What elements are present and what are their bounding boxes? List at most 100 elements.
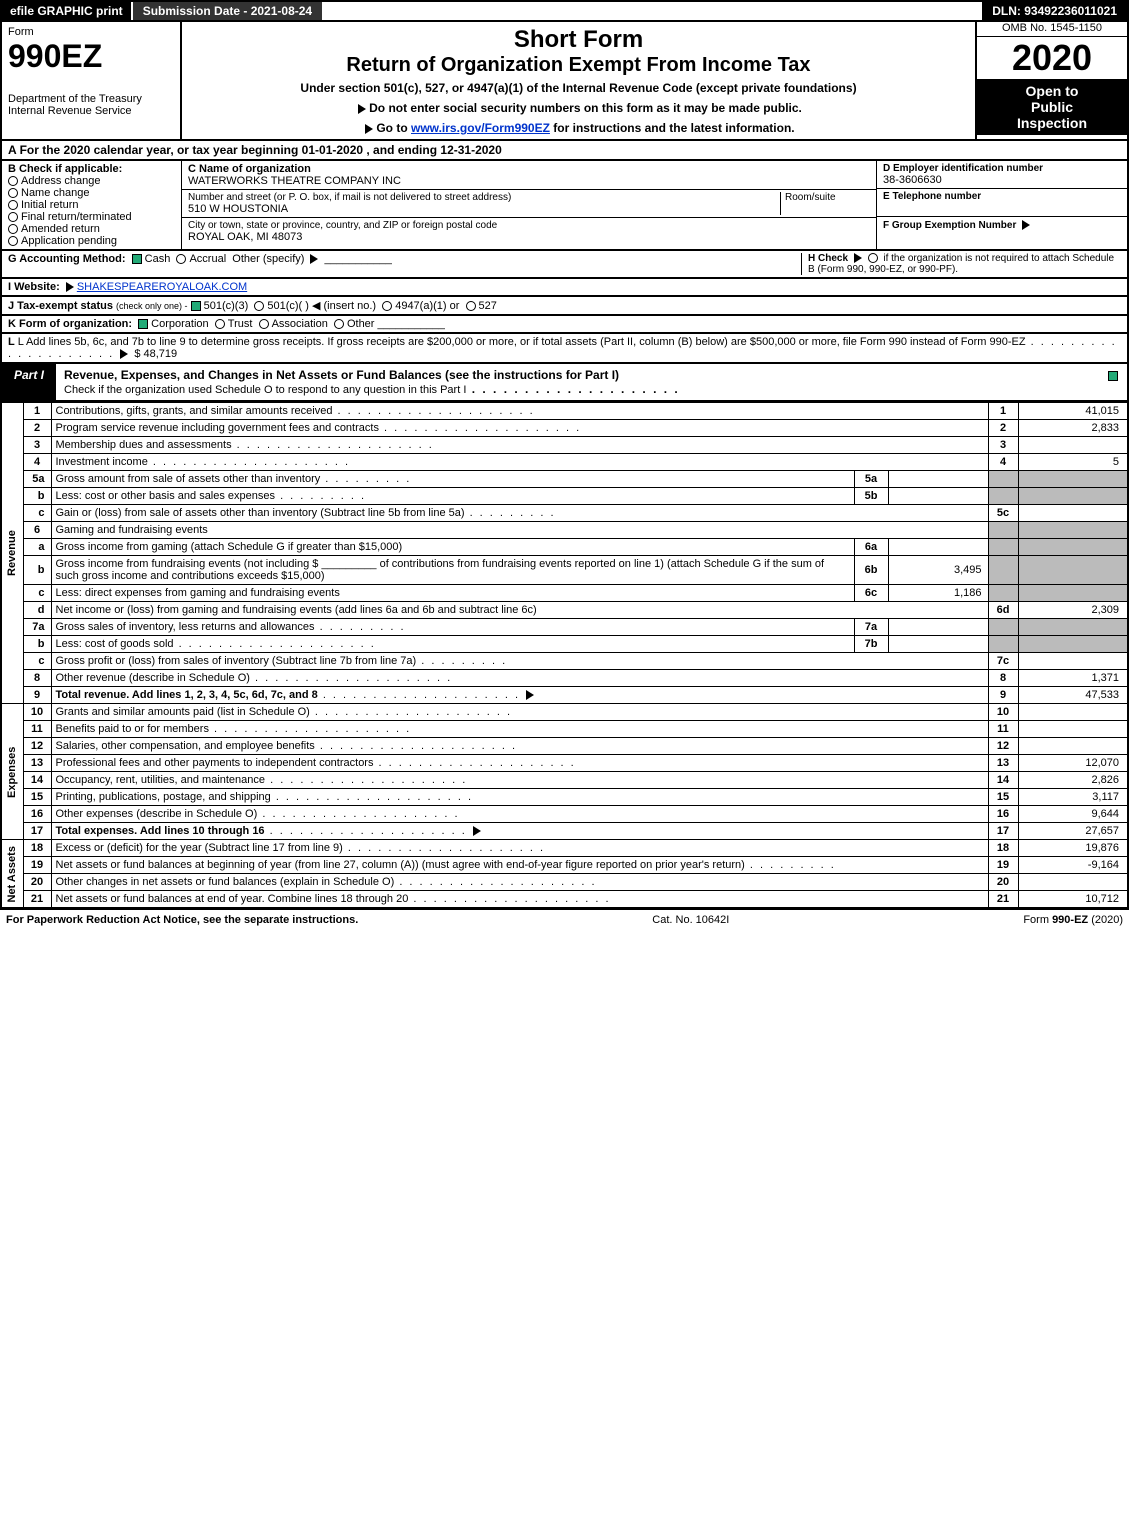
row-g-h: G Accounting Method: Cash Accrual Other … bbox=[0, 251, 1129, 279]
city-state-zip: ROYAL OAK, MI 48073 bbox=[188, 231, 870, 243]
short-form-title: Short Form bbox=[188, 26, 969, 54]
box-b: B Check if applicable: Address change Na… bbox=[2, 161, 182, 249]
chk-527[interactable] bbox=[466, 301, 476, 311]
org-name-cell: C Name of organization WATERWORKS THEATR… bbox=[182, 161, 876, 190]
info-grid: B Check if applicable: Address change Na… bbox=[0, 161, 1129, 251]
ein-label: D Employer identification number bbox=[883, 163, 1121, 174]
submission-date: Submission Date - 2021-08-24 bbox=[131, 2, 322, 20]
goto-line: Go to www.irs.gov/Form990EZ for instruct… bbox=[188, 121, 969, 135]
line9-amount: 47,533 bbox=[1018, 687, 1128, 704]
org-name: WATERWORKS THEATRE COMPANY INC bbox=[188, 175, 870, 187]
chk-4947a1[interactable] bbox=[382, 301, 392, 311]
row-g: G Accounting Method: Cash Accrual Other … bbox=[8, 253, 801, 275]
line1-amount: 41,015 bbox=[1018, 403, 1128, 420]
line21-amount: 10,712 bbox=[1018, 891, 1128, 909]
arrow-icon bbox=[66, 282, 74, 292]
street-address: 510 W HOUSTONIA bbox=[188, 203, 780, 215]
line18-amount: 19,876 bbox=[1018, 840, 1128, 857]
part-i-header: Part I Revenue, Expenses, and Changes in… bbox=[0, 364, 1129, 402]
dept-irs: Internal Revenue Service bbox=[8, 105, 174, 117]
line7a-amount bbox=[888, 619, 988, 636]
box-b-heading: B Check if applicable: bbox=[8, 163, 175, 175]
chk-association[interactable] bbox=[259, 319, 269, 329]
chk-accrual[interactable] bbox=[176, 254, 186, 264]
topbar-spacer bbox=[322, 2, 982, 20]
line3-amount bbox=[1018, 437, 1128, 454]
chk-amended-return[interactable]: Amended return bbox=[8, 223, 175, 235]
chk-other[interactable] bbox=[334, 319, 344, 329]
chk-cash[interactable] bbox=[132, 254, 142, 264]
chk-final-return[interactable]: Final return/terminated bbox=[8, 211, 175, 223]
line19-amount: -9,164 bbox=[1018, 857, 1128, 874]
chk-501c3[interactable] bbox=[191, 301, 201, 311]
form-id-block: Form 990EZ Department of the Treasury In… bbox=[2, 22, 182, 139]
dept-treasury: Department of the Treasury bbox=[8, 93, 174, 105]
tax-year: 2020 bbox=[977, 37, 1127, 79]
chk-corporation[interactable] bbox=[138, 319, 148, 329]
cat-number: Cat. No. 10642I bbox=[652, 914, 729, 926]
section-a: A For the 2020 calendar year, or tax yea… bbox=[0, 141, 1129, 161]
box-f: F Group Exemption Number bbox=[877, 217, 1127, 233]
irs-link[interactable]: www.irs.gov/Form990EZ bbox=[411, 121, 550, 135]
box-d-e-f: D Employer identification number 38-3606… bbox=[877, 161, 1127, 249]
line5a-amount bbox=[888, 471, 988, 488]
line12-amount bbox=[1018, 738, 1128, 755]
arrow-icon bbox=[310, 254, 318, 264]
part-i-checkbox[interactable] bbox=[1102, 364, 1127, 400]
row-h: H Check if the organization is not requi… bbox=[801, 253, 1121, 275]
line8-amount: 1,371 bbox=[1018, 670, 1128, 687]
website-link[interactable]: SHAKESPEAREROYALOAK.COM bbox=[77, 281, 247, 293]
phone-label: E Telephone number bbox=[883, 191, 1121, 202]
line20-amount bbox=[1018, 874, 1128, 891]
line5c-amount bbox=[1018, 505, 1128, 522]
arrow-icon bbox=[526, 690, 534, 700]
row-l: L L Add lines 5b, 6c, and 7b to line 9 t… bbox=[0, 334, 1129, 364]
line5b-amount bbox=[888, 488, 988, 505]
net-assets-label: Net Assets bbox=[1, 840, 23, 909]
line10-amount bbox=[1018, 704, 1128, 721]
chk-501c[interactable] bbox=[254, 301, 264, 311]
section-subtitle: Under section 501(c), 527, or 4947(a)(1)… bbox=[188, 81, 969, 95]
ein-value: 38-3606630 bbox=[883, 174, 1121, 186]
line6c-amount: 1,186 bbox=[888, 585, 988, 602]
expenses-label: Expenses bbox=[1, 704, 23, 840]
gross-receipts-amount: $ 48,719 bbox=[134, 348, 177, 360]
form-page-ref: Form 990-EZ (2020) bbox=[1023, 914, 1123, 926]
chk-application-pending[interactable]: Application pending bbox=[8, 235, 175, 247]
address-cell: Number and street (or P. O. box, if mail… bbox=[182, 190, 876, 218]
efile-button[interactable]: efile GRAPHIC print bbox=[2, 2, 131, 20]
arrow-icon bbox=[473, 826, 481, 836]
chk-initial-return[interactable]: Initial return bbox=[8, 199, 175, 211]
line6d-amount: 2,309 bbox=[1018, 602, 1128, 619]
chk-trust[interactable] bbox=[215, 319, 225, 329]
page-footer: For Paperwork Reduction Act Notice, see … bbox=[0, 909, 1129, 930]
line4-amount: 5 bbox=[1018, 454, 1128, 471]
arrow-icon bbox=[365, 124, 373, 134]
chk-name-change[interactable]: Name change bbox=[8, 187, 175, 199]
line11-amount bbox=[1018, 721, 1128, 738]
city-label: City or town, state or province, country… bbox=[188, 220, 870, 231]
arrow-icon bbox=[1022, 220, 1030, 230]
right-header-block: OMB No. 1545-1150 2020 Open to Public In… bbox=[977, 22, 1127, 139]
city-cell: City or town, state or province, country… bbox=[182, 218, 876, 245]
line16-amount: 9,644 bbox=[1018, 806, 1128, 823]
box-e: E Telephone number bbox=[877, 189, 1127, 217]
form-label: Form bbox=[8, 26, 174, 38]
form-number: 990EZ bbox=[8, 38, 174, 75]
line13-amount: 12,070 bbox=[1018, 755, 1128, 772]
row-k: K Form of organization: Corporation Trus… bbox=[0, 316, 1129, 334]
chk-address-change[interactable]: Address change bbox=[8, 175, 175, 187]
chk-schedule-b-not-required[interactable] bbox=[868, 253, 878, 263]
dln-label: DLN: 93492236011021 bbox=[982, 2, 1127, 20]
arrow-icon bbox=[854, 253, 862, 263]
line15-amount: 3,117 bbox=[1018, 789, 1128, 806]
box-c-label: C Name of organization bbox=[188, 163, 870, 175]
line7b-amount bbox=[888, 636, 988, 653]
arrow-icon bbox=[358, 104, 366, 114]
group-exemption-label: F Group Exemption Number bbox=[883, 220, 1016, 231]
row-j: J Tax-exempt status (check only one) - 5… bbox=[0, 297, 1129, 316]
line6a-amount bbox=[888, 539, 988, 556]
warning-line: Do not enter social security numbers on … bbox=[188, 101, 969, 115]
arrow-icon bbox=[120, 349, 128, 359]
open-inspection: Open to Public Inspection bbox=[977, 79, 1127, 135]
